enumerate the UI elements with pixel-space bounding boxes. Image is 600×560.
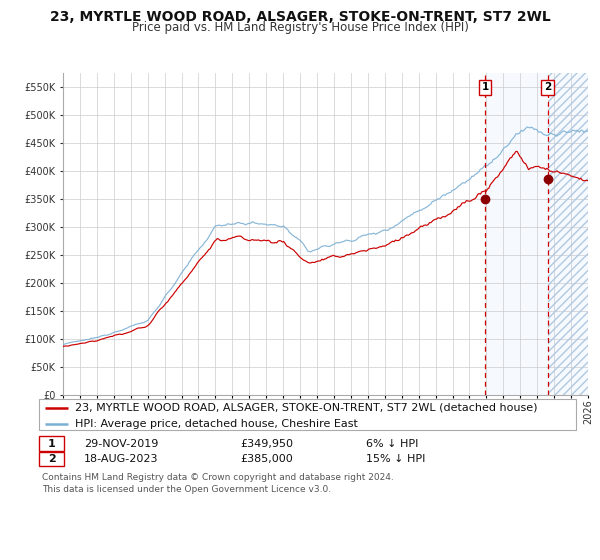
Bar	[548, 73, 588, 395]
Text: 23, MYRTLE WOOD ROAD, ALSAGER, STOKE-ON-TRENT, ST7 2WL: 23, MYRTLE WOOD ROAD, ALSAGER, STOKE-ON-…	[50, 10, 550, 24]
Text: 23, MYRTLE WOOD ROAD, ALSAGER, STOKE-ON-TRENT, ST7 2WL (detached house): 23, MYRTLE WOOD ROAD, ALSAGER, STOKE-ON-…	[75, 403, 538, 413]
Text: Price paid vs. HM Land Registry's House Price Index (HPI): Price paid vs. HM Land Registry's House …	[131, 21, 469, 34]
Text: HPI: Average price, detached house, Cheshire East: HPI: Average price, detached house, Ches…	[75, 419, 358, 430]
Text: 15% ↓ HPI: 15% ↓ HPI	[366, 454, 425, 464]
Text: 2: 2	[544, 82, 551, 92]
Text: 1: 1	[481, 82, 488, 92]
Text: Contains HM Land Registry data © Crown copyright and database right 2024.
This d: Contains HM Land Registry data © Crown c…	[42, 473, 394, 494]
Text: 29-NOV-2019: 29-NOV-2019	[84, 438, 158, 449]
Text: £349,950: £349,950	[240, 438, 293, 449]
Text: 18-AUG-2023: 18-AUG-2023	[84, 454, 158, 464]
Bar	[548, 73, 588, 395]
Text: 2: 2	[48, 454, 55, 464]
Text: 6% ↓ HPI: 6% ↓ HPI	[366, 438, 418, 449]
Text: £385,000: £385,000	[240, 454, 293, 464]
Bar	[485, 73, 588, 395]
Text: 1: 1	[48, 438, 55, 449]
